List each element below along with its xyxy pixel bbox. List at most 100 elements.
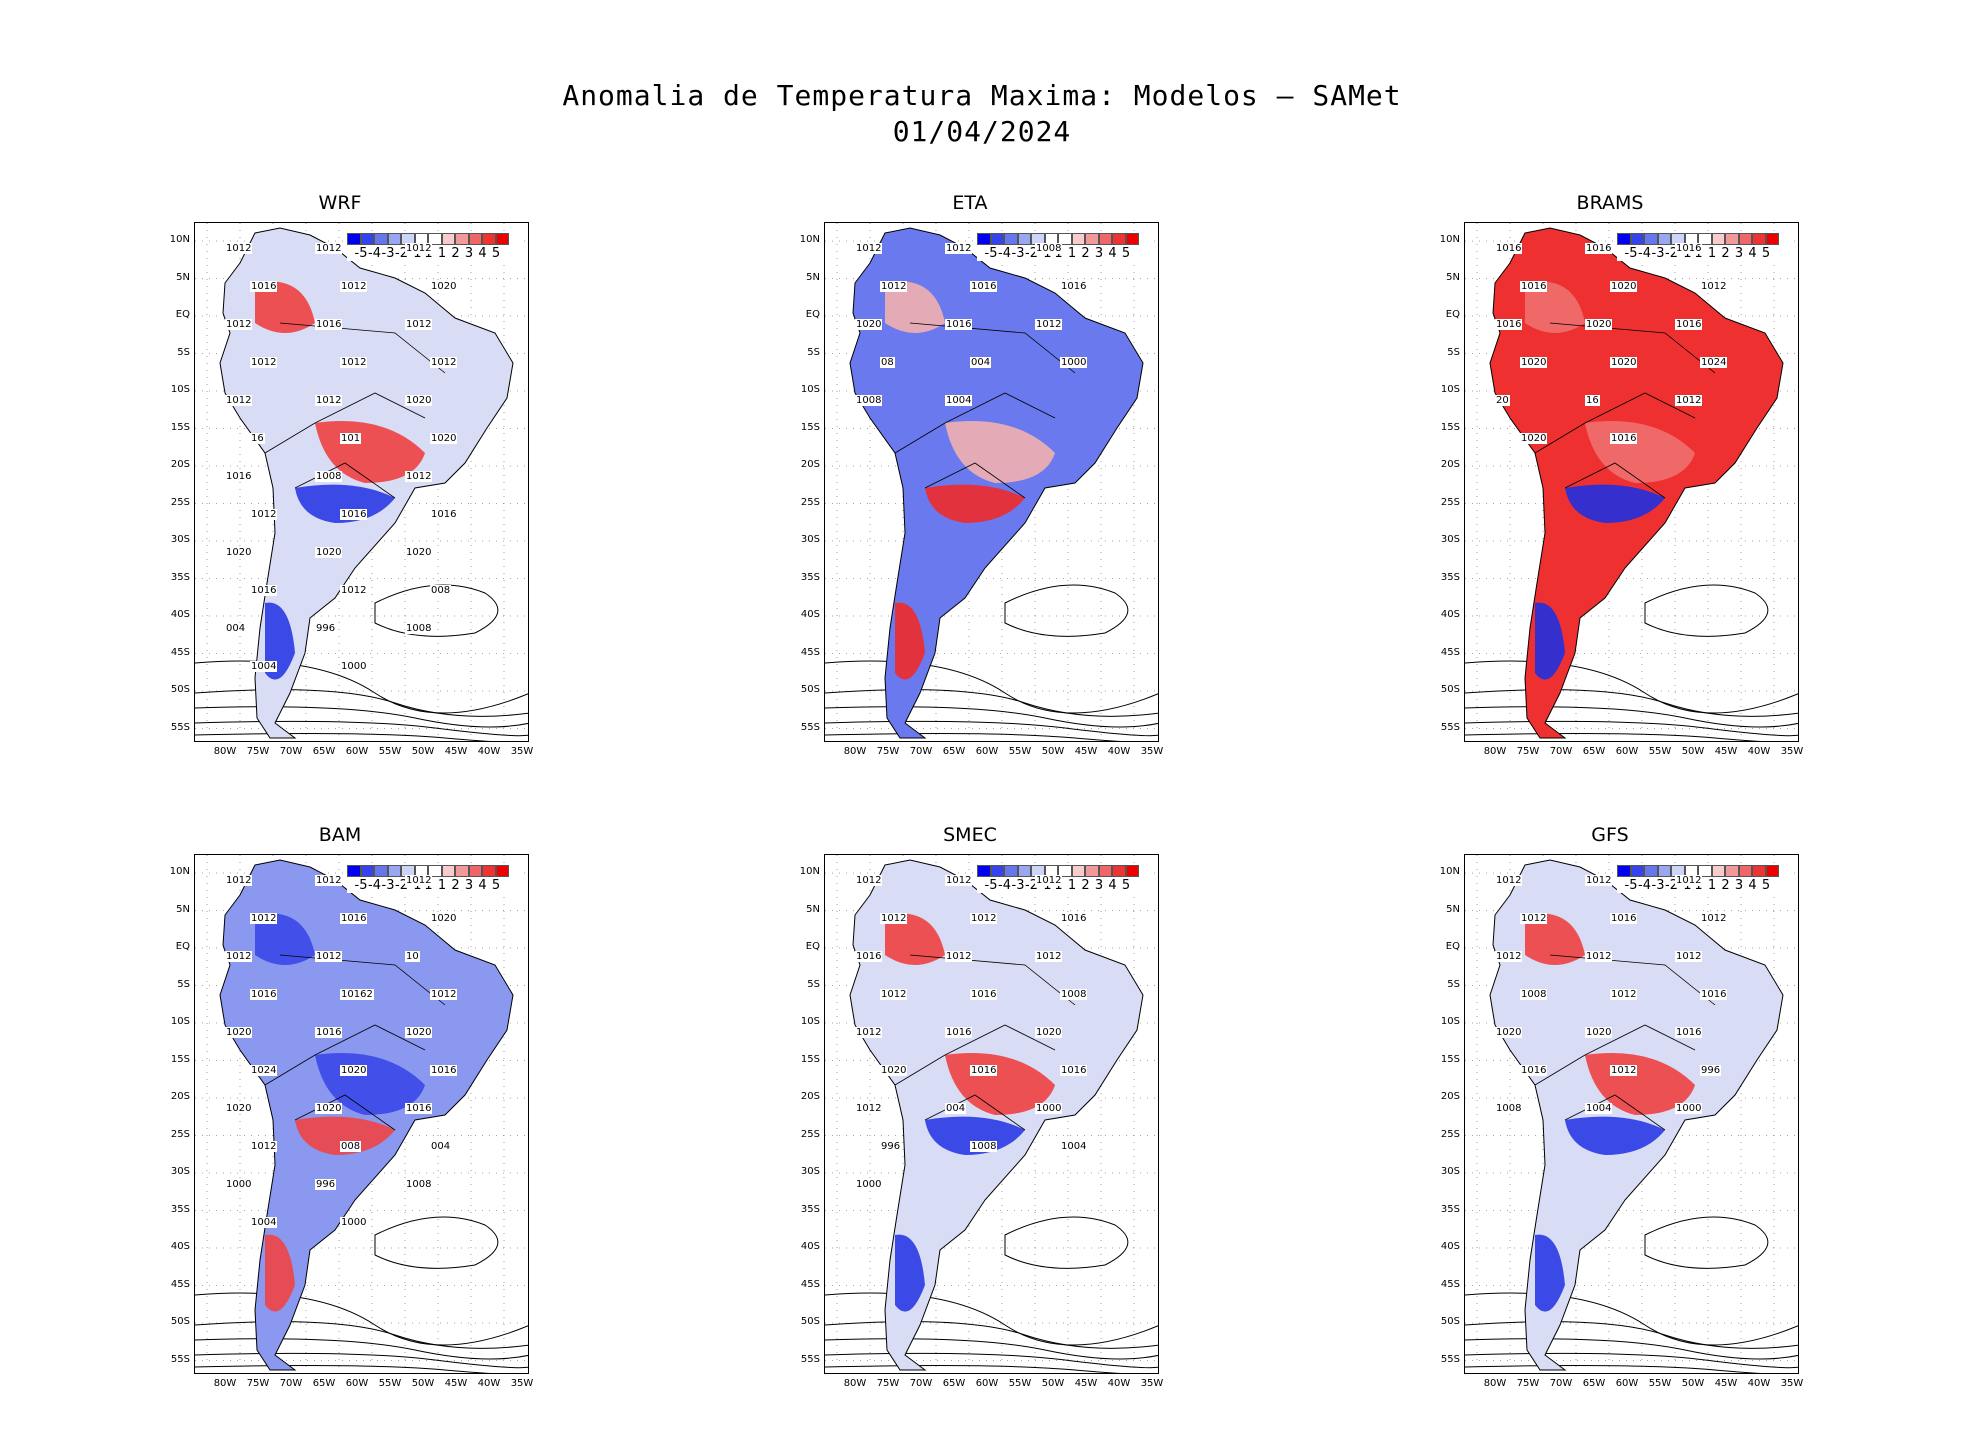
isobar-label: 1016	[855, 951, 883, 962]
lat-tick-label: 40S	[170, 1241, 190, 1252]
isobar-label: 10	[405, 951, 420, 962]
anomaly-region	[895, 1234, 925, 1312]
lon-tick-label: 40W	[1107, 746, 1131, 757]
colorbar-label: -3	[1651, 878, 1665, 893]
isobar-label: 1012	[250, 509, 278, 520]
colorbar-label: -4	[998, 878, 1011, 893]
lat-tick-label: 20S	[170, 1091, 190, 1102]
isobar-label: 1016	[1060, 281, 1088, 292]
isobar-label: 1012	[315, 395, 343, 406]
isobar-label: 1012	[225, 951, 253, 962]
isobar-label: 1012	[1700, 913, 1728, 924]
lon-tick-label: 35W	[1140, 1378, 1164, 1389]
colorbar-swatch	[1017, 865, 1031, 877]
isobar-label: 1016	[1675, 243, 1703, 254]
lat-tick-label: 10S	[1440, 384, 1460, 395]
anomaly-region	[1525, 913, 1585, 965]
lon-tick-label: 50W	[1041, 746, 1065, 757]
country-border	[894, 1054, 946, 1086]
lat-tick-label: EQ	[1445, 941, 1460, 952]
isobar-label: 1012	[340, 281, 368, 292]
isobar-label: 1004	[250, 1217, 278, 1228]
isobar-label: 008	[340, 1141, 362, 1152]
colorbar-label: 1	[1067, 878, 1077, 893]
isobar-label: 1012	[1495, 875, 1523, 886]
colorbar-swatch	[441, 233, 455, 245]
lat-tick-label: 40S	[170, 609, 190, 620]
isobar-line	[825, 689, 1158, 717]
panel-title: GFS	[1591, 824, 1629, 846]
colorbar-label: 5	[491, 246, 501, 261]
isobar-label: 1012	[1675, 951, 1703, 962]
lat-tick-label: 30S	[800, 534, 820, 545]
anomaly-region	[265, 602, 295, 680]
lon-tick-label: 70W	[279, 746, 303, 757]
lat-tick-label: 50S	[170, 684, 190, 695]
lat-tick-label: 10N	[799, 234, 820, 245]
isobar-label: 1016	[315, 319, 343, 330]
isobar-label: 1008	[405, 623, 433, 634]
lat-tick-label: 55S	[170, 721, 190, 733]
colorbar-swatch	[977, 865, 991, 877]
isobar-label: 1020	[225, 1027, 253, 1038]
map-panel-brams: BRAMS 10N 5N EQ 5S 10S 15S 20S 25S 30S 35S 40S 45S 50…	[1430, 192, 1804, 762]
colorbar-label: 3	[1734, 878, 1744, 893]
isobar-line	[195, 1365, 492, 1373]
lon-tick-label: 45W	[444, 746, 468, 757]
lon-tick-label: 60W	[1615, 746, 1639, 757]
lat-tick-label: 5N	[1446, 271, 1460, 283]
lon-tick-label: 60W	[345, 746, 369, 757]
lon-tick-label: 45W	[1714, 1378, 1738, 1389]
isobar-label: 1012	[945, 243, 973, 254]
isobar-line	[1465, 1365, 1762, 1373]
map-canvas	[195, 855, 528, 1373]
colorbar-swatch	[1125, 865, 1139, 877]
anomaly-region	[1525, 281, 1585, 333]
country-border	[294, 1094, 396, 1131]
lat-tick-label: 25S	[1440, 496, 1460, 508]
isobar-label: 1016	[970, 1065, 998, 1076]
lon-tick-label: 75W	[1516, 1378, 1540, 1389]
isobar-label: 1012	[340, 357, 368, 368]
lat-tick-label: EQ	[805, 941, 820, 952]
isobar-label: 1012	[405, 319, 433, 330]
lat-tick-label: 50S	[1440, 684, 1460, 695]
lat-tick-label: EQ	[175, 309, 190, 320]
isobar-label: 1016	[1495, 319, 1523, 330]
isobar-label: 1012	[1610, 989, 1638, 1000]
country-border	[944, 1024, 1056, 1056]
anomaly-region	[925, 1116, 1025, 1155]
lon-tick-label: 50W	[1041, 1378, 1065, 1389]
isobar-line	[825, 1292, 1158, 1346]
isobar-label: 1020	[225, 547, 253, 558]
lat-tick-label: 20S	[800, 459, 820, 470]
isobar-label: 1012	[405, 243, 433, 254]
country-border	[944, 392, 1056, 424]
country-border	[1584, 392, 1696, 424]
colorbar-label: 2	[1081, 878, 1090, 893]
isobar-label: 1012	[970, 913, 998, 924]
isobar-label: 996	[1700, 1065, 1722, 1076]
isobar-label: 1012	[1675, 875, 1703, 886]
colorbar-swatch	[468, 233, 482, 245]
colorbar-label: 1	[437, 878, 447, 893]
isobar-label: 1016	[1060, 1065, 1088, 1076]
colorbar-swatch	[347, 865, 361, 877]
colorbar-label: 4	[1748, 878, 1757, 893]
lat-tick-label: 20S	[1440, 459, 1460, 470]
lat-tick-label: 35S	[170, 1203, 190, 1215]
isobar-label: 1016	[340, 509, 368, 520]
isobar-label: 1008	[315, 471, 343, 482]
colorbar-swatch	[428, 865, 442, 877]
colorbar-swatch	[1657, 865, 1671, 877]
colorbar-legend: -5-4-3-2-1112345	[1617, 233, 1792, 261]
isobar-label: 1012	[315, 875, 343, 886]
colorbar-label: 4	[1108, 246, 1117, 261]
lon-tick-label: 70W	[909, 1378, 933, 1389]
isobar-label: 1016	[250, 281, 278, 292]
isobar-label: 008	[430, 585, 452, 596]
isobar-label: 1012	[945, 875, 973, 886]
isobar-label: 1016	[970, 989, 998, 1000]
lat-tick-label: 30S	[1440, 534, 1460, 545]
colorbar-swatch	[1630, 233, 1644, 245]
